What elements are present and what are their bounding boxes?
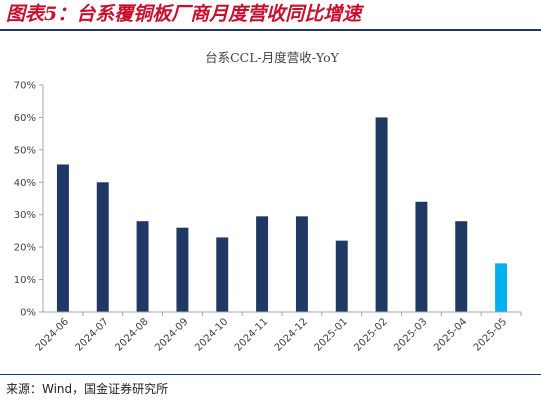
x-tick-label: 2024-08 <box>113 316 150 353</box>
bar <box>216 237 229 312</box>
bar <box>136 221 149 312</box>
x-axis: 2024-06 2024-07 2024-08 2024-09 2024-10 2024-… <box>34 311 522 354</box>
bar <box>176 227 189 312</box>
bar <box>96 182 109 312</box>
x-tick-label: 2025-03 <box>392 316 429 353</box>
y-tick-label: 20% <box>14 243 36 254</box>
bar <box>375 117 388 312</box>
x-tick-label: 2025-04 <box>432 316 469 353</box>
y-axis: 0% 10% 20% 30% 40% 50% 60% 70% <box>14 81 44 319</box>
chart-title: 台系CCL-月度营收-YoY <box>205 50 340 65</box>
bar-chart: 台系CCL-月度营收-YoY 0% 10% 20% 30% 40% 50% 60% 70% 2… <box>14 50 522 354</box>
bar <box>256 216 269 312</box>
y-tick-label: 0% <box>20 308 36 319</box>
x-tick-label: 2025-05 <box>472 316 509 353</box>
y-tick-label: 40% <box>14 178 36 189</box>
y-tick-label: 70% <box>14 81 36 92</box>
y-tick-label: 50% <box>14 145 36 156</box>
figure-title: 图表5：台系覆铜板厂商月度营收同比增速 <box>6 3 362 25</box>
x-tick-label: 2025-01 <box>313 316 350 353</box>
bar <box>295 216 308 312</box>
bar <box>495 263 508 312</box>
x-tick-label: 2024-09 <box>153 316 190 353</box>
x-tick-label: 2024-07 <box>74 316 111 353</box>
bar <box>455 221 468 312</box>
bars <box>56 117 508 312</box>
y-tick-label: 60% <box>14 113 36 124</box>
bar <box>56 164 69 312</box>
bar <box>415 201 428 312</box>
bar <box>335 240 348 312</box>
x-tick-label: 2024-11 <box>233 316 270 353</box>
x-tick-label: 2025-02 <box>352 316 389 353</box>
source-rule <box>0 374 541 375</box>
x-tick-label: 2024-10 <box>193 316 230 353</box>
x-tick-label: 2024-06 <box>34 316 71 353</box>
x-tick-label: 2024-12 <box>273 316 310 353</box>
y-tick-label: 30% <box>14 210 36 221</box>
y-tick-label: 10% <box>14 275 36 286</box>
source-note: 来源：Wind，国金证券研究所 <box>6 382 169 396</box>
title-rule <box>0 29 541 31</box>
